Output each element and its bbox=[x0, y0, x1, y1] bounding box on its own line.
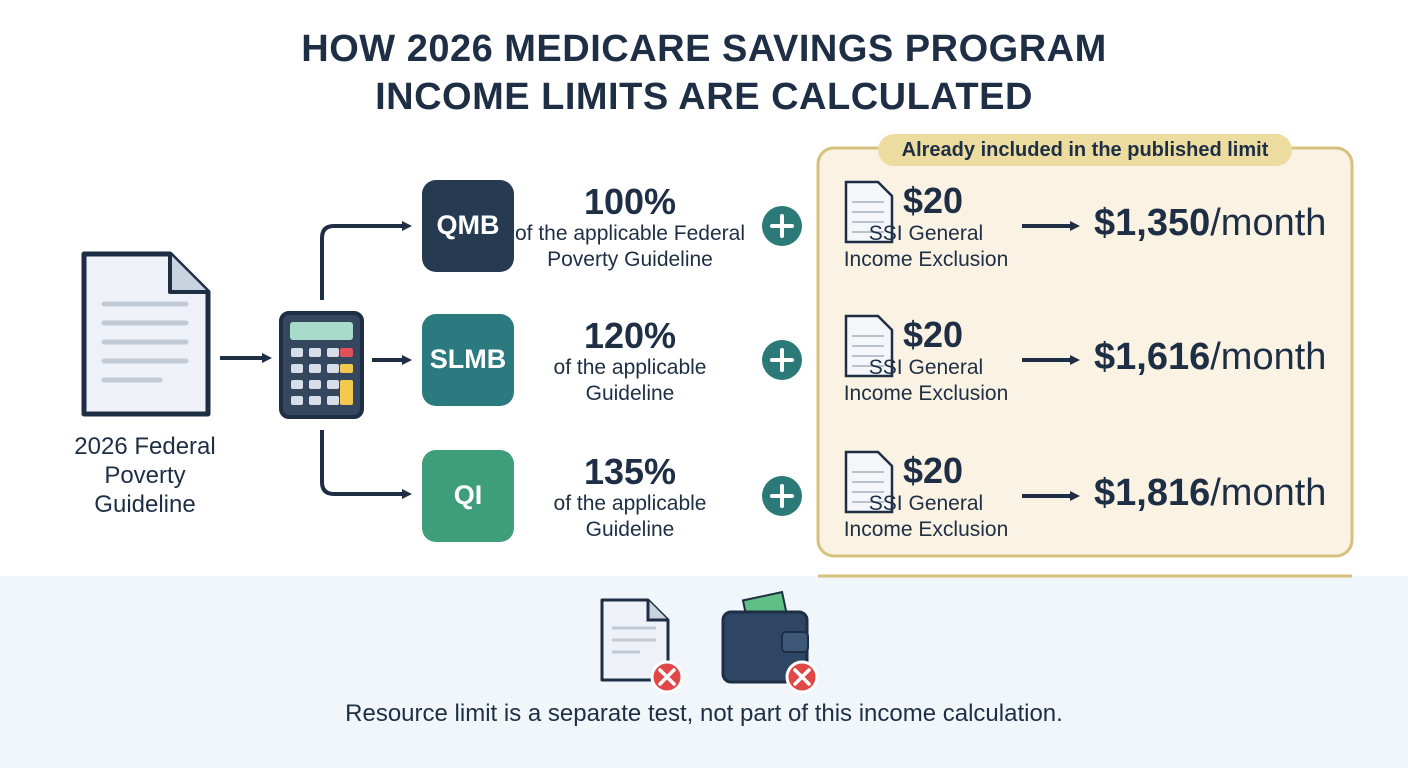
result-amount: $1,616 bbox=[1094, 336, 1211, 378]
program-name: QMB bbox=[436, 210, 500, 240]
result: $1,350/month bbox=[1094, 202, 1326, 245]
percent-description: of the applicable Federal Poverty Guidel… bbox=[515, 222, 745, 271]
result-amount: $1,350 bbox=[1094, 202, 1211, 244]
branch-arrow bbox=[320, 430, 412, 499]
exclusion-label: SSI General Income Exclusion bbox=[843, 222, 1009, 271]
exclusion-label: SSI General Income Exclusion bbox=[843, 356, 1009, 405]
included-label: Already included in the published limit bbox=[878, 134, 1292, 166]
title-line: INCOME LIMITS ARE CALCULATED bbox=[375, 76, 1033, 118]
result-amount: $1,816 bbox=[1094, 472, 1211, 514]
result: $1,816/month bbox=[1094, 472, 1326, 515]
source-label: 2026 Federal Poverty Guideline bbox=[74, 433, 216, 518]
result-unit: /month bbox=[1210, 336, 1327, 378]
plus-sign bbox=[770, 214, 794, 238]
document-icon bbox=[81, 251, 211, 417]
program-tile bbox=[422, 450, 514, 542]
percent: 100% bbox=[583, 181, 677, 222]
percent: 120% bbox=[583, 315, 677, 356]
program-tile bbox=[422, 180, 514, 272]
program-name: SLMB bbox=[429, 344, 507, 374]
result-unit: /month bbox=[1210, 472, 1327, 514]
result-unit: /month bbox=[1210, 202, 1327, 244]
program-name: QI bbox=[453, 480, 483, 510]
percent-description: of the applicable Guideline bbox=[553, 356, 707, 405]
exclusion-amount: $20 bbox=[903, 314, 964, 355]
title-line: HOW 2026 MEDICARE SAVINGS PROGRAM bbox=[301, 28, 1107, 70]
wallet-icon bbox=[721, 590, 819, 694]
plus-sign bbox=[770, 484, 794, 508]
branch-arrow bbox=[320, 221, 412, 300]
exclusion-amount: $20 bbox=[903, 180, 964, 221]
exclusion-amount: $20 bbox=[903, 450, 964, 491]
footer-note: Resource limit is a separate test, not p… bbox=[345, 700, 1063, 727]
calculator-icon bbox=[279, 311, 364, 419]
document-icon bbox=[600, 598, 684, 694]
percent-description: of the applicable Guideline bbox=[553, 492, 707, 541]
percent: 135% bbox=[583, 451, 677, 492]
footer-band bbox=[0, 576, 1408, 768]
exclusion-label: SSI General Income Exclusion bbox=[843, 492, 1009, 541]
plus-sign bbox=[770, 348, 794, 372]
result: $1,616/month bbox=[1094, 336, 1326, 379]
program-tile bbox=[422, 314, 514, 406]
